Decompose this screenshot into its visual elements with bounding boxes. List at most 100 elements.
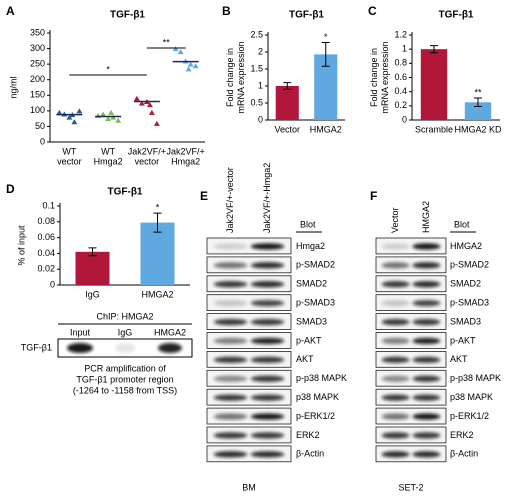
data-point: [148, 109, 155, 115]
blot-label: AKT: [296, 354, 314, 364]
data-point: [95, 113, 102, 119]
y-axis-label: Fold change in: [225, 48, 235, 107]
gel-band: [67, 343, 93, 353]
data-point: [133, 95, 140, 101]
blot-band: [381, 451, 410, 458]
y-axis-label: Fold change in: [369, 48, 379, 107]
blot-band: [381, 318, 410, 326]
gel-band: [158, 343, 182, 353]
panel-letter: C: [368, 4, 377, 18]
panel-letter: B: [222, 4, 231, 18]
blot-strip: [375, 294, 447, 312]
blot-label: SMAD2: [450, 279, 481, 289]
blot-band: [213, 337, 248, 345]
chart-title: TGF-β1: [110, 10, 145, 21]
blot-label: p-AKT: [296, 335, 322, 345]
bar: [420, 49, 448, 120]
x-tick-label: Hmga2: [171, 156, 200, 166]
annotation: *: [324, 32, 328, 42]
blot-band: [213, 375, 248, 382]
annotation: *: [106, 64, 110, 74]
blot-label: p-SMAD3: [450, 298, 489, 308]
x-tick-label: Jak2VF/+: [128, 146, 166, 156]
blot-strip: [206, 332, 292, 349]
x-tick-label: Vector: [274, 124, 300, 134]
blot-band: [250, 281, 285, 288]
blot-band: [250, 432, 285, 439]
blot-band: [381, 243, 410, 250]
blot-label: β-Actin: [450, 449, 478, 459]
blot-band: [250, 451, 285, 458]
blot-band: [213, 299, 248, 307]
blot-band: [381, 432, 410, 439]
blot-header: Blot: [454, 219, 470, 229]
blot-label: Hmga2: [296, 241, 325, 251]
y-tick-label: 250: [30, 59, 45, 69]
blot-band: [381, 281, 410, 288]
blot-strip: [375, 237, 447, 255]
error-bar: [283, 82, 292, 90]
y-tick-label: 0.02: [37, 264, 55, 274]
blot-label: p-SMAD3: [296, 298, 335, 308]
blot-strip: [375, 332, 447, 349]
blot-label: p38 MAPK: [450, 392, 493, 402]
blot-strip: [375, 407, 447, 425]
data-point: [192, 63, 199, 69]
blot-band: [250, 243, 285, 250]
y-tick-label: 50: [35, 121, 45, 131]
blot-label: p-p38 MAPK: [296, 373, 347, 383]
blot-footer: BM: [242, 482, 256, 492]
blot-strip: [206, 256, 292, 274]
blot-band: [250, 356, 285, 364]
blot-band: [213, 451, 248, 458]
blot-band: [213, 281, 248, 288]
data-point: [177, 49, 184, 55]
y-tick-label: 0.6: [394, 72, 407, 82]
blot-band: [412, 413, 441, 420]
x-tick-label: HMGA2: [310, 124, 342, 134]
blot-band: [213, 356, 248, 364]
blot-strip: [206, 294, 292, 312]
blot-label: p-SMAD2: [296, 260, 335, 270]
annotation: *: [156, 202, 160, 212]
blot-strip: [375, 445, 447, 463]
data-point: [108, 109, 115, 115]
blot-band: [381, 337, 410, 345]
lane-label: Input: [70, 327, 91, 337]
blot-band: [412, 394, 441, 401]
blot-strip: [375, 388, 447, 406]
blot-band: [381, 299, 410, 307]
data-point: [138, 100, 145, 106]
chart-title: TGF-β1: [108, 187, 143, 198]
blot-band: [412, 375, 441, 382]
blot-band: [412, 432, 441, 439]
row-label: TGF-β1: [21, 342, 52, 352]
panel-letter: A: [6, 4, 15, 18]
x-tick-label: HMGA2: [141, 289, 173, 299]
annotation: **: [474, 87, 482, 97]
y-tick-label: 0.4: [394, 86, 407, 96]
lane-header: Vector: [390, 207, 400, 233]
y-tick-label: 1: [402, 44, 407, 54]
blot-label: SMAD2: [296, 279, 327, 289]
blot-band: [250, 299, 285, 307]
blot-label: p-ERK1/2: [296, 411, 335, 421]
panel-letter: D: [6, 182, 15, 196]
blot-strip: [206, 388, 292, 406]
caption: PCR amplification of: [84, 363, 166, 373]
blot-band: [250, 375, 285, 382]
blot-band: [250, 318, 285, 326]
blot-strip: [206, 426, 292, 444]
x-tick-label: Scramble: [415, 124, 453, 134]
blot-strip: [375, 275, 447, 293]
x-tick-label: IgG: [85, 289, 100, 299]
caption: (-1264 to -1158 from TSS): [73, 385, 177, 395]
data-point: [187, 61, 194, 67]
error-bar: [474, 97, 482, 108]
blot-strip: [375, 426, 447, 444]
y-tick-label: 150: [30, 90, 45, 100]
y-tick-label: 100: [30, 105, 45, 115]
data-point: [105, 116, 112, 122]
data-point: [56, 109, 63, 115]
blot-strip: [206, 237, 292, 255]
